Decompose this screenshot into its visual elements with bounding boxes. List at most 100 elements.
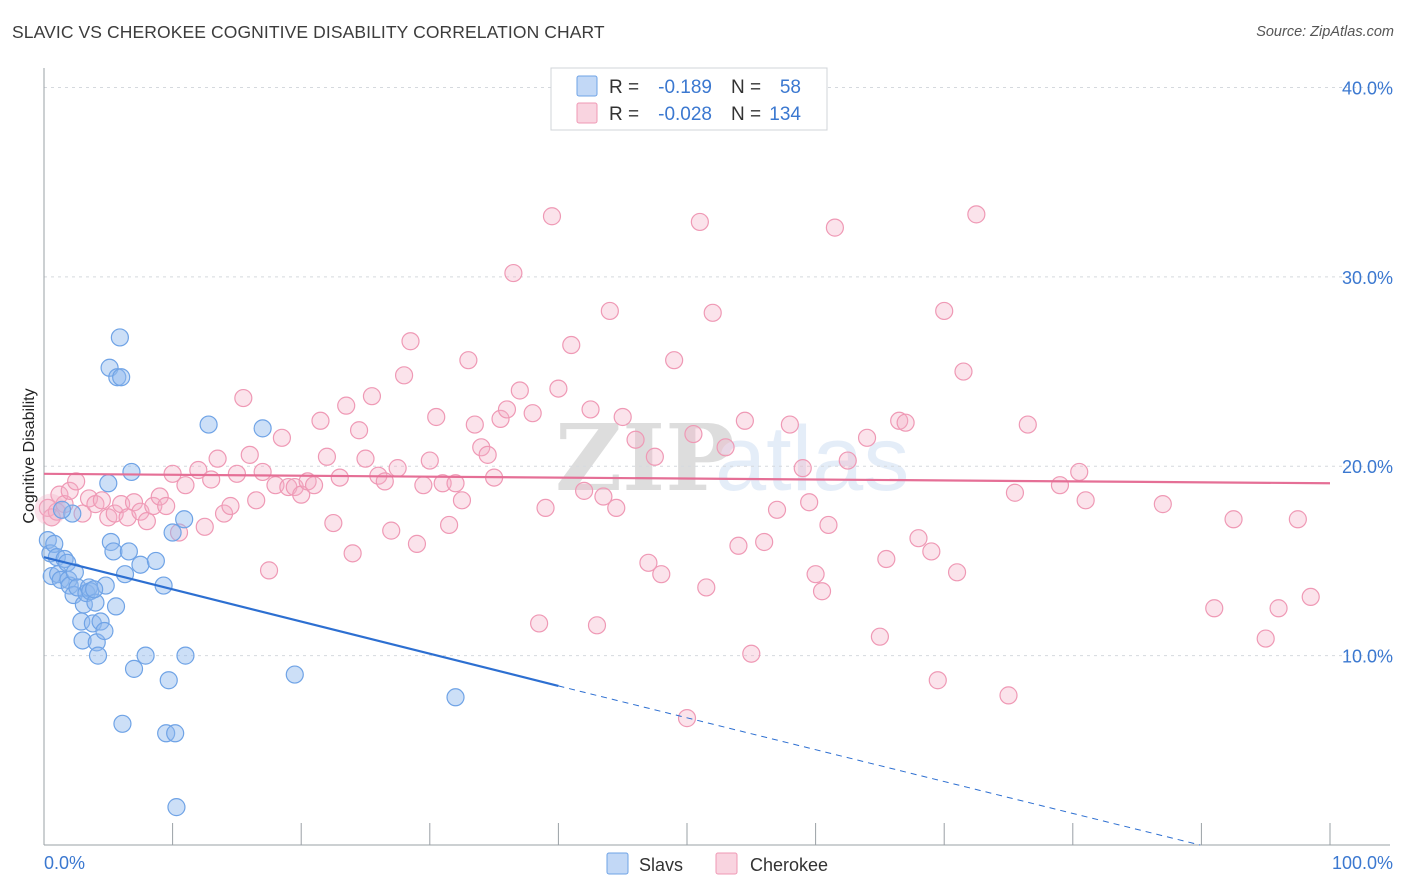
- slavs-point-34: [112, 368, 131, 387]
- legend-cherokee-n-label: N =: [731, 104, 761, 125]
- slavs-trend-line: [43, 556, 559, 687]
- cherokee-point-25: [195, 517, 214, 536]
- slavs-point-51: [199, 415, 218, 434]
- cherokee-point-112: [857, 428, 877, 447]
- axes: [43, 68, 1390, 846]
- slavs-point-46: [163, 523, 182, 542]
- slavs-point-6: [51, 570, 70, 589]
- cherokee-point-78: [542, 207, 562, 226]
- slavs-point-22: [86, 593, 105, 612]
- cherokee-point-111: [838, 451, 857, 470]
- cherokee-point-109: [819, 515, 838, 535]
- x-tick-label-1: 100.0%: [1332, 853, 1393, 873]
- cherokee-point-49: [349, 421, 369, 440]
- slavs-point-38: [122, 462, 141, 482]
- slavs-point-40: [131, 555, 150, 574]
- slavs-point-49: [175, 510, 194, 529]
- cherokee-point-77: [536, 498, 555, 517]
- cherokee-point-71: [491, 409, 510, 428]
- cherokee-point-102: [755, 532, 774, 552]
- cherokee-point-125: [1005, 483, 1025, 502]
- cherokee-point-42: [304, 476, 324, 495]
- cherokee-point-129: [1076, 491, 1095, 510]
- slavs-point-27: [96, 576, 115, 595]
- slavs-point-2: [45, 534, 64, 553]
- cherokee-point-74: [510, 381, 529, 400]
- cherokee-point-50: [356, 449, 375, 468]
- cherokee-point-61: [427, 407, 446, 427]
- cherokee-point-79: [549, 379, 568, 398]
- cherokee-point-97: [703, 303, 722, 322]
- cherokee-point-44: [317, 447, 337, 466]
- cherokee-point-17: [137, 512, 156, 531]
- cherokee-point-136: [1301, 587, 1320, 607]
- cherokee-point-23: [176, 476, 195, 495]
- slavs-point-53: [285, 665, 304, 684]
- cherokee-point-88: [626, 430, 645, 449]
- legend-series: Slavs Cherokee: [606, 852, 828, 875]
- cherokee-point-86: [607, 498, 626, 517]
- cherokee-point-35: [259, 561, 279, 580]
- cherokee-point-124: [999, 686, 1018, 705]
- cherokee-point-95: [690, 212, 709, 232]
- cherokee-point-18: [144, 496, 163, 516]
- cherokee-point-91: [652, 565, 671, 584]
- slavs-point-55: [113, 714, 132, 733]
- legend-bottom-cherokee-swatch: [715, 852, 738, 875]
- legend-cherokee-swatch: [576, 102, 598, 124]
- slavs-point-33: [108, 368, 127, 387]
- cherokee-point-59: [414, 476, 433, 495]
- cherokee-point-60: [420, 451, 439, 470]
- cherokee-point-127: [1050, 476, 1070, 495]
- slavs-point-31: [106, 597, 126, 616]
- slavs-point-57: [52, 500, 72, 519]
- slavs-point-39: [124, 659, 144, 678]
- cherokee-point-99: [729, 536, 748, 555]
- cherokee-point-107: [806, 565, 825, 584]
- cherokee-point-62: [433, 474, 452, 493]
- slavs-point-26: [95, 621, 114, 641]
- cherokee-point-133: [1256, 629, 1275, 648]
- cherokee-point-15: [124, 493, 144, 512]
- slavs-point-25: [91, 612, 110, 631]
- cherokee-point-57: [401, 332, 420, 351]
- cherokee-point-132: [1224, 510, 1243, 529]
- svg-text:atlas: atlas: [715, 408, 909, 510]
- cherokee-point-89: [639, 553, 658, 572]
- legend-cherokee-r-value: -0.028: [658, 104, 712, 125]
- legend-slavs-n-value: 58: [780, 77, 801, 98]
- slavs-point-41: [136, 646, 155, 665]
- legend-slavs-r-label: R =: [609, 77, 639, 98]
- cherokee-point-100: [735, 411, 754, 430]
- legend-cherokee-r-label: R =: [609, 104, 639, 125]
- legend-stats: R = -0.189 N = 58 R = -0.028 N = 134: [550, 67, 828, 131]
- slavs-point-54: [446, 688, 465, 707]
- slavs-point-52: [253, 419, 272, 438]
- cherokee-point-73: [504, 263, 523, 283]
- cherokee-point-3: [50, 485, 69, 504]
- cherokee-point-130: [1153, 495, 1172, 514]
- cherokee-point-48: [343, 544, 362, 563]
- cherokee-point-101: [742, 644, 761, 663]
- cherokee-point-121: [947, 563, 967, 582]
- cherokee-point-83: [587, 616, 607, 635]
- cherokee-point-119: [928, 671, 947, 690]
- legend-slavs-swatch: [576, 75, 598, 97]
- cherokee-point-96: [697, 578, 716, 597]
- cherokee-point-128: [1070, 462, 1089, 482]
- slavs-point-28: [99, 474, 118, 493]
- legend-bottom-cherokee-label: Cherokee: [750, 855, 828, 875]
- cherokee-point-75: [523, 404, 542, 423]
- cherokee-point-104: [780, 415, 799, 434]
- y-tick-label-3: 40.0%: [1342, 78, 1393, 98]
- cherokee-point-64: [446, 474, 465, 493]
- cherokee-point-34: [253, 462, 272, 482]
- y-tick-label-0: 10.0%: [1342, 647, 1393, 667]
- cherokee-point-106: [800, 493, 819, 512]
- cherokee-point-131: [1205, 599, 1224, 618]
- cherokee-point-65: [452, 491, 472, 510]
- cherokee-point-6: [67, 472, 86, 491]
- cherokee-point-32: [240, 445, 259, 464]
- cherokee-point-66: [459, 351, 478, 370]
- cherokee-points: [34, 205, 1320, 728]
